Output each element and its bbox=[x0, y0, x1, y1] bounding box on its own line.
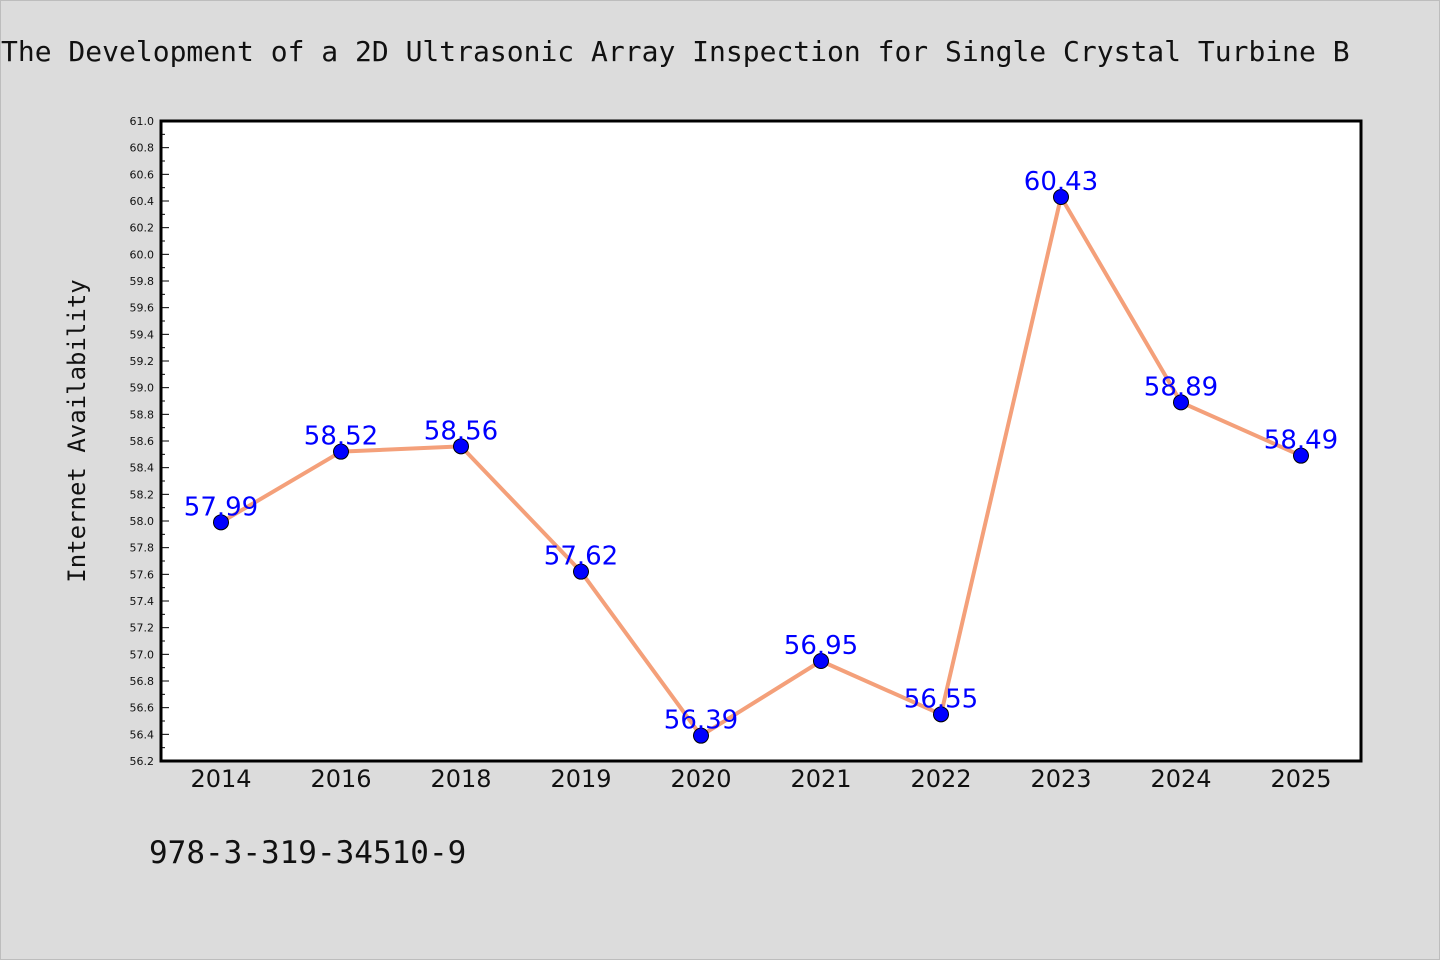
y-tick-label: 56.2 bbox=[130, 755, 155, 768]
plot-frame bbox=[159, 119, 1363, 763]
x-tick-label: 2014 bbox=[190, 765, 251, 793]
x-tick-label: 2022 bbox=[910, 765, 971, 793]
x-tick-label: 2024 bbox=[1150, 765, 1211, 793]
y-tick-label: 60.6 bbox=[130, 168, 155, 181]
x-tick-label: 2021 bbox=[790, 765, 851, 793]
y-tick-label: 60.2 bbox=[130, 222, 155, 235]
y-tick-label: 57.8 bbox=[130, 542, 155, 555]
x-tick-label: 2018 bbox=[430, 765, 491, 793]
data-point bbox=[813, 653, 829, 669]
y-tick-label: 58.8 bbox=[130, 408, 155, 421]
data-point bbox=[213, 514, 229, 531]
x-tick-label: 2025 bbox=[1270, 765, 1331, 793]
data-label: 56.95 bbox=[784, 631, 858, 661]
isbn-annotation: 978-3-319-34510-9 bbox=[149, 835, 467, 871]
y-tick-label: 57.2 bbox=[130, 622, 155, 635]
data-label: 57.99 bbox=[184, 492, 258, 522]
y-tick-label: 56.4 bbox=[130, 728, 155, 741]
y-tick-label: 60.0 bbox=[130, 248, 155, 261]
y-axis-label: Internet Availability bbox=[63, 279, 91, 582]
data-point bbox=[1053, 189, 1069, 205]
y-tick-label: 58.0 bbox=[130, 515, 155, 528]
y-tick-label: 59.8 bbox=[130, 275, 155, 288]
data-point bbox=[573, 563, 589, 580]
x-tick-label: 2016 bbox=[310, 765, 371, 793]
y-tick-label: 57.0 bbox=[130, 648, 155, 661]
plot-area bbox=[161, 121, 1361, 761]
chart-title: The Development of a 2D Ultrasonic Array… bbox=[1, 35, 1350, 68]
y-tick-label: 56.8 bbox=[130, 675, 155, 688]
y-tick-label: 56.6 bbox=[130, 702, 155, 715]
data-label: 56.55 bbox=[904, 684, 978, 714]
x-tick-label: 2023 bbox=[1030, 765, 1091, 793]
y-tick-label: 57.6 bbox=[130, 568, 155, 581]
y-tick-label: 58.2 bbox=[130, 488, 155, 501]
y-tick-label: 61.0 bbox=[130, 115, 155, 128]
data-label: 57.62 bbox=[544, 542, 618, 572]
data-point bbox=[933, 706, 949, 723]
y-tick-label: 60.8 bbox=[130, 142, 155, 155]
x-tick-label: 2020 bbox=[670, 765, 731, 793]
data-point bbox=[1293, 447, 1309, 464]
data-point bbox=[333, 443, 349, 460]
y-tick-label: 59.2 bbox=[130, 355, 155, 368]
data-label: 58.56 bbox=[424, 416, 498, 446]
data-label: 58.49 bbox=[1264, 426, 1338, 456]
y-tick-label: 57.4 bbox=[130, 595, 155, 608]
data-point bbox=[453, 438, 469, 455]
series-line bbox=[219, 195, 1303, 738]
data-label: 58.89 bbox=[1144, 372, 1218, 402]
data-point bbox=[1173, 394, 1189, 411]
data-point bbox=[693, 727, 709, 744]
y-tick-label: 58.6 bbox=[130, 435, 155, 448]
data-label: 58.52 bbox=[304, 422, 378, 452]
y-tick-label: 59.0 bbox=[130, 382, 155, 395]
x-tick-label: 2019 bbox=[550, 765, 611, 793]
y-tick-label: 59.6 bbox=[130, 302, 155, 315]
data-label: 56.39 bbox=[664, 706, 738, 736]
y-tick-label: 60.4 bbox=[130, 195, 155, 208]
data-label: 60.43 bbox=[1024, 167, 1098, 197]
y-tick-label: 59.4 bbox=[130, 328, 155, 341]
y-tick-label: 58.4 bbox=[130, 462, 155, 475]
